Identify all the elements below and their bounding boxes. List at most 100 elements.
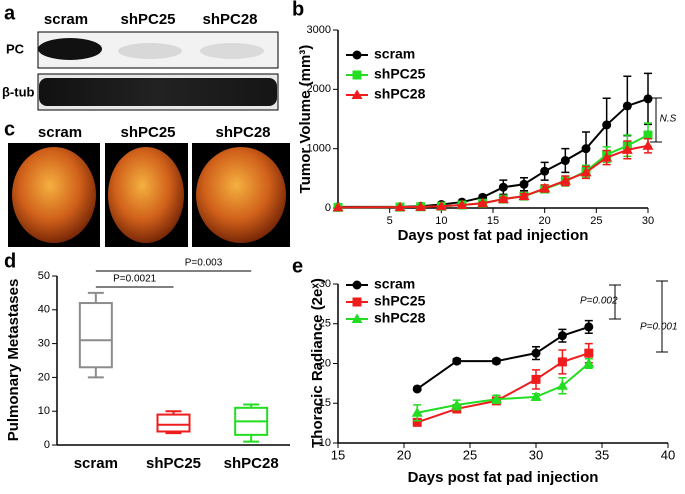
x-tick-label: shPC28 [224, 455, 279, 472]
y-tick-label: 0 [44, 439, 50, 451]
lane-label: shPC25 [120, 124, 175, 141]
annotation: P=0.003 [185, 258, 223, 269]
marker [352, 50, 362, 60]
marker [642, 140, 654, 150]
marker [352, 280, 362, 290]
legend-label: shPC28 [374, 310, 426, 326]
x-tick-label: 30 [642, 215, 654, 227]
blot-band [38, 38, 102, 60]
bracket [650, 97, 662, 143]
marker [435, 200, 447, 211]
x-axis-label: Days post fat pad injection [398, 227, 589, 244]
panel-label: e [292, 255, 303, 277]
marker [560, 156, 570, 166]
marker [477, 197, 489, 208]
blot-band [200, 43, 264, 59]
marker [352, 297, 362, 307]
x-tick-label: 5 [387, 215, 393, 227]
panel-label: a [4, 2, 16, 24]
marker [490, 393, 502, 404]
lane-label: scram [38, 124, 82, 141]
y-tick-label: 25 [319, 318, 331, 330]
whisker [87, 367, 104, 379]
marker [497, 193, 509, 204]
whisker [87, 291, 104, 304]
series-line [337, 134, 649, 209]
series-line [416, 325, 590, 390]
marker [557, 331, 567, 341]
marker [332, 201, 344, 212]
marker [581, 144, 591, 154]
marker [491, 356, 501, 366]
marker [351, 313, 363, 323]
row-label: PC [6, 41, 25, 56]
legend-label: scram [374, 276, 415, 292]
marker [531, 374, 541, 384]
annotation: N.S [660, 114, 677, 125]
y-tick-label: 2000 [307, 83, 331, 95]
marker [602, 120, 612, 130]
marker [622, 101, 632, 111]
row-label: β-tub [2, 84, 35, 99]
x-tick-label: 40 [661, 447, 675, 462]
lung-photos [8, 143, 290, 247]
x-tick-label: 20 [397, 447, 411, 462]
y-tick-label: 20 [319, 357, 331, 369]
legend-label: shPC28 [374, 86, 426, 102]
bracket [609, 284, 621, 320]
x-tick-label: scram [74, 455, 118, 472]
annotation: P=0.0021 [113, 274, 157, 285]
y-tick-label: 50 [38, 270, 50, 282]
annotation: P=0.002 [580, 296, 618, 307]
marker [559, 175, 571, 185]
x-tick-label: 35 [595, 447, 609, 462]
marker [452, 356, 462, 366]
y-tick-label: 0 [325, 202, 331, 214]
x-tick-label: shPC25 [146, 455, 201, 472]
marker [394, 201, 406, 212]
y-tick-label: 30 [38, 338, 50, 350]
lane-label: shPC25 [120, 11, 175, 28]
marker [539, 182, 551, 193]
lane-label: shPC28 [215, 124, 270, 141]
legend-label: shPC25 [374, 293, 426, 309]
x-tick-label: 30 [529, 447, 543, 462]
y-axis-label: Thoracic Radiance (2eˣ) [309, 278, 326, 448]
series-line [338, 97, 649, 208]
annotation: P=0.001 [640, 322, 678, 333]
series-line [417, 362, 590, 414]
marker [351, 89, 363, 99]
y-tick-label: 20 [38, 371, 50, 383]
marker [643, 130, 653, 140]
marker [580, 166, 592, 177]
x-tick-label: 25 [590, 215, 602, 227]
box [78, 302, 113, 369]
bracket [656, 280, 668, 353]
marker [643, 94, 653, 104]
whisker [243, 434, 260, 443]
marker [412, 417, 422, 427]
marker [601, 152, 613, 162]
lane-label: scram [44, 11, 88, 28]
marker [584, 322, 594, 332]
y-tick-label: 1000 [307, 143, 331, 155]
panel-label: c [4, 118, 15, 140]
marker [518, 190, 530, 201]
y-tick-label: 3000 [307, 24, 331, 36]
marker [540, 166, 550, 176]
x-tick-label: 15 [487, 215, 499, 227]
y-axis-label: Tumor Volume (mm³) [297, 45, 314, 194]
y-tick-label: 30 [319, 278, 331, 290]
panel-label: b [292, 0, 304, 20]
marker [451, 399, 463, 409]
marker [583, 358, 595, 368]
marker [352, 70, 362, 80]
blot-band [39, 78, 277, 106]
legend-label: scram [374, 46, 415, 62]
y-tick-label: 10 [319, 437, 331, 449]
y-tick-label: 40 [38, 304, 50, 316]
y-axis-label: Pulmonary Metastases [5, 279, 22, 442]
marker [412, 384, 422, 394]
box [156, 413, 191, 433]
